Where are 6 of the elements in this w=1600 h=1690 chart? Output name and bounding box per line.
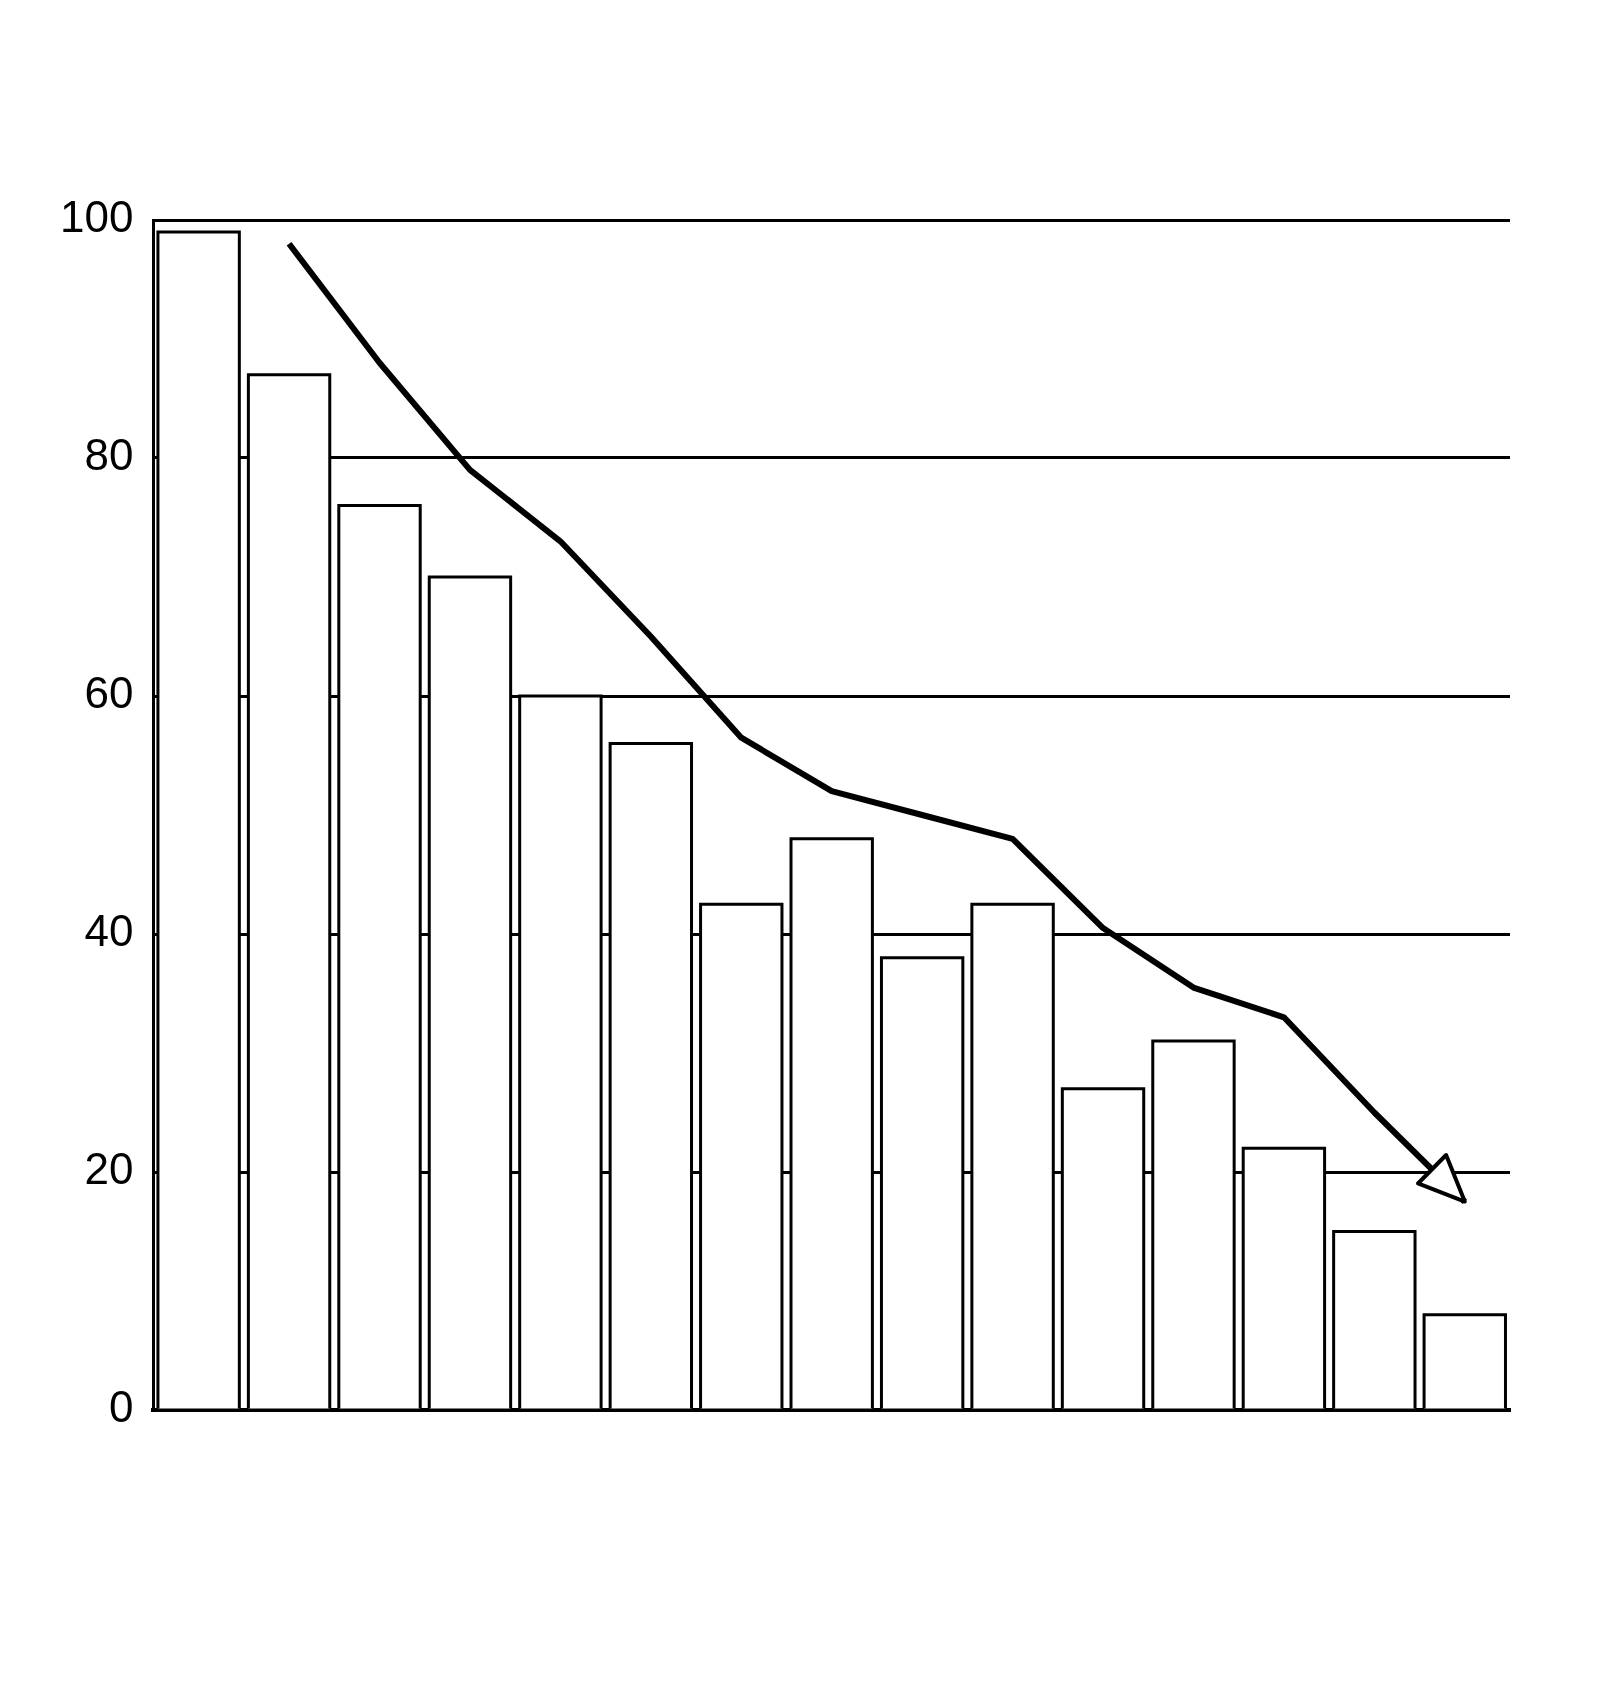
y-tick-label: 40 <box>84 906 134 956</box>
y-tick-label: 80 <box>84 430 134 480</box>
y-tick-label: 100 <box>59 192 134 242</box>
y-tick-label: 60 <box>84 668 134 718</box>
y-tick-label: 0 <box>108 1382 134 1432</box>
y-tick-label: 20 <box>84 1144 134 1194</box>
